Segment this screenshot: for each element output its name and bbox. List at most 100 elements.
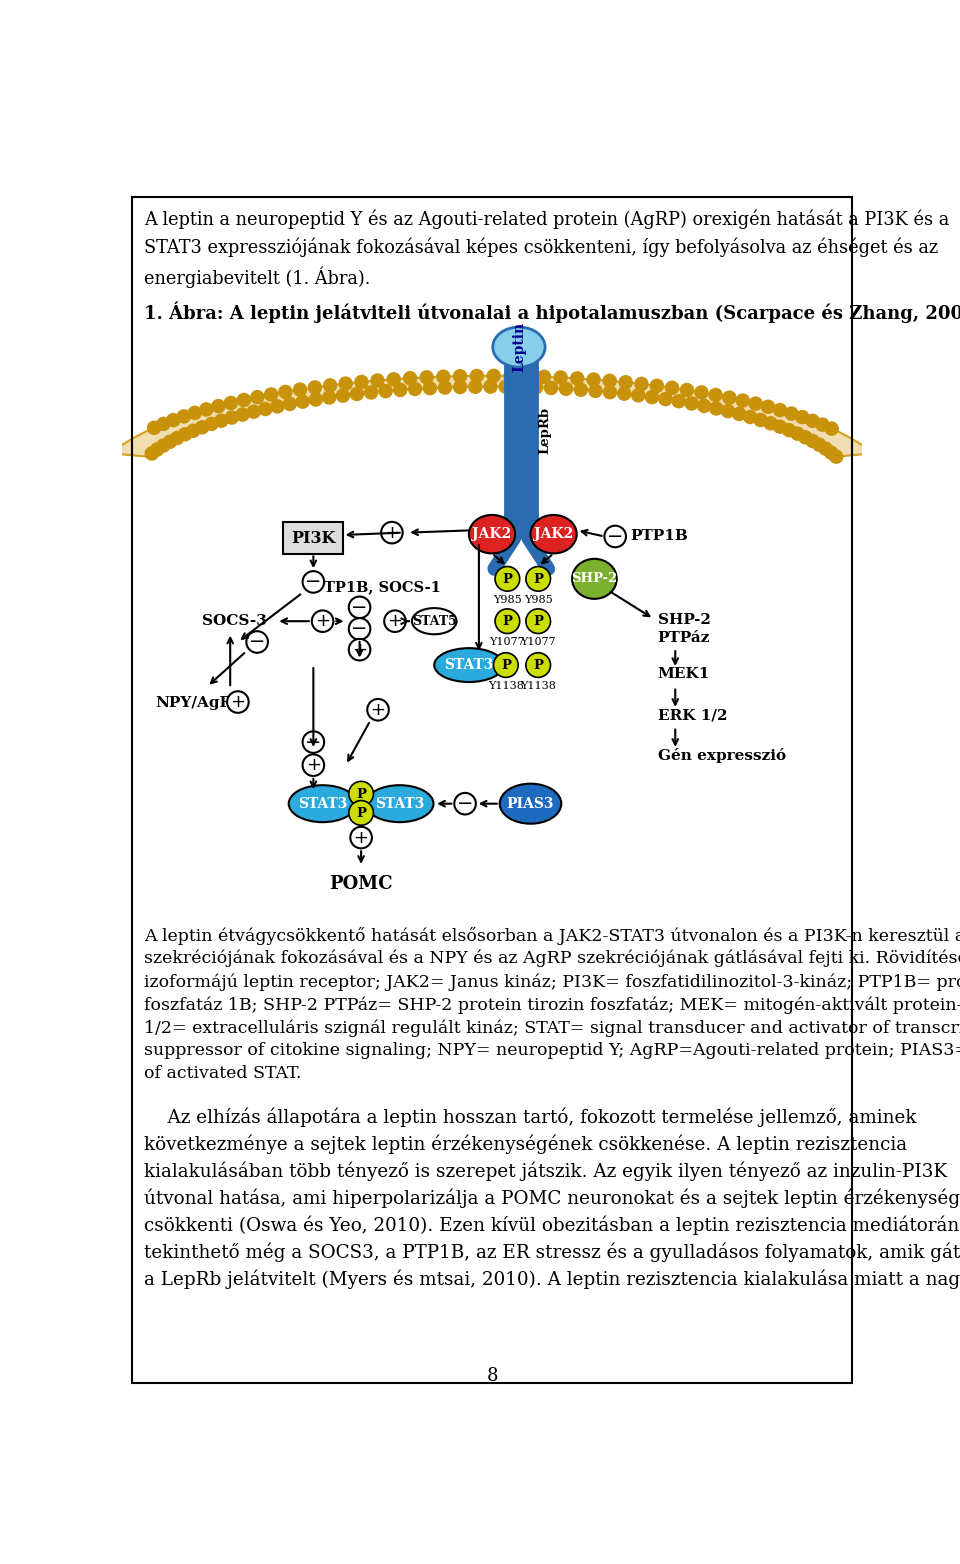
Circle shape	[520, 369, 534, 383]
Circle shape	[619, 375, 633, 389]
Circle shape	[665, 382, 679, 394]
Text: Y1138: Y1138	[488, 682, 524, 691]
Circle shape	[259, 402, 272, 416]
Text: +: +	[230, 693, 246, 712]
Circle shape	[188, 407, 202, 419]
Circle shape	[588, 385, 602, 397]
Circle shape	[368, 699, 389, 721]
Text: +: +	[315, 612, 330, 630]
Circle shape	[355, 375, 368, 388]
Text: A leptin a neuropeptid Y és az Agouti-related protein (AgRP) orexigén hatását a : A leptin a neuropeptid Y és az Agouti-re…	[144, 210, 949, 228]
Circle shape	[487, 369, 500, 383]
Text: P: P	[502, 616, 513, 629]
Circle shape	[698, 399, 710, 413]
Circle shape	[302, 571, 324, 593]
Circle shape	[336, 389, 349, 402]
Circle shape	[732, 408, 746, 421]
Circle shape	[813, 438, 826, 452]
Text: P: P	[533, 616, 543, 629]
Circle shape	[348, 782, 373, 805]
Circle shape	[302, 754, 324, 776]
Circle shape	[526, 608, 550, 633]
Circle shape	[806, 435, 819, 447]
Circle shape	[764, 416, 777, 430]
Text: P: P	[533, 660, 543, 673]
Circle shape	[774, 404, 786, 416]
Circle shape	[324, 378, 337, 393]
Ellipse shape	[492, 327, 545, 368]
Circle shape	[468, 380, 482, 393]
Text: ERK 1/2: ERK 1/2	[658, 708, 727, 723]
Circle shape	[723, 391, 736, 404]
Text: Y985: Y985	[524, 594, 553, 605]
Circle shape	[387, 372, 400, 386]
Circle shape	[632, 389, 645, 402]
Text: P: P	[533, 572, 543, 586]
Circle shape	[785, 407, 798, 421]
Text: SOCS-3: SOCS-3	[203, 615, 267, 629]
Circle shape	[617, 388, 631, 400]
Circle shape	[709, 402, 723, 414]
Circle shape	[265, 388, 277, 400]
Circle shape	[774, 421, 786, 433]
Circle shape	[196, 421, 208, 433]
Text: útvonal hatása, ami hiperpolarizálja a POMC neuronokat és a sejtek leptin érzéke: útvonal hatása, ami hiperpolarizálja a P…	[144, 1189, 960, 1207]
Circle shape	[225, 396, 237, 410]
Text: PIAS3: PIAS3	[507, 796, 554, 810]
Text: −: −	[351, 619, 368, 638]
Circle shape	[350, 388, 364, 400]
Circle shape	[799, 430, 812, 444]
Circle shape	[816, 418, 829, 432]
Text: +: +	[384, 524, 399, 541]
Text: kialakulásában több tényező is szerepet játszik. Az egyik ilyen tényező az inzul: kialakulásában több tényező is szerepet …	[144, 1162, 948, 1181]
Text: Leptin: Leptin	[512, 322, 526, 372]
Text: foszfatáz 1B; SHP-2 PTPáz= SHP-2 protein tirozin foszfatáz; MEK= mitogén-aktivál: foszfatáz 1B; SHP-2 PTPáz= SHP-2 protein…	[144, 996, 960, 1013]
Text: −: −	[351, 597, 368, 616]
Circle shape	[348, 640, 371, 660]
Circle shape	[145, 447, 158, 460]
Text: szekréciójának fokozásával és a NPY és az AgRP szekréciójának gátlásával fejti k: szekréciójának fokozásával és a NPY és a…	[144, 949, 960, 968]
Text: of activated STAT.: of activated STAT.	[144, 1065, 301, 1082]
Circle shape	[294, 383, 306, 396]
Circle shape	[167, 413, 180, 427]
Circle shape	[504, 369, 517, 383]
Circle shape	[695, 386, 708, 399]
Circle shape	[782, 424, 796, 436]
Circle shape	[308, 382, 322, 394]
Ellipse shape	[434, 647, 504, 682]
Text: SHP-2: SHP-2	[571, 572, 617, 585]
Circle shape	[605, 526, 626, 547]
Circle shape	[560, 382, 572, 396]
Circle shape	[754, 413, 767, 427]
Circle shape	[302, 732, 324, 752]
Text: Y1138: Y1138	[520, 682, 556, 691]
Text: P: P	[356, 788, 366, 801]
Text: P: P	[502, 572, 513, 586]
Text: következménye a sejtek leptin érzékenységének csökkenése. A leptin rezisztencia: következménye a sejtek leptin érzékenysé…	[144, 1135, 907, 1154]
Circle shape	[247, 405, 260, 418]
Circle shape	[530, 382, 542, 394]
Circle shape	[423, 382, 437, 394]
Circle shape	[156, 439, 170, 452]
Text: −: −	[305, 732, 322, 752]
Text: STAT3: STAT3	[444, 658, 493, 673]
Ellipse shape	[289, 785, 356, 823]
Circle shape	[454, 793, 476, 815]
Text: −: −	[457, 795, 473, 813]
Circle shape	[156, 418, 170, 430]
Circle shape	[604, 386, 616, 399]
Circle shape	[554, 371, 567, 385]
Text: 8: 8	[487, 1367, 497, 1384]
Text: PTP1B: PTP1B	[631, 529, 688, 543]
Text: suppressor of citokine signaling; NPY= neuropeptid Y; AgRP=Agouti-related protei: suppressor of citokine signaling; NPY= n…	[144, 1042, 960, 1059]
Text: STAT5: STAT5	[412, 615, 457, 627]
Text: +: +	[371, 701, 386, 719]
Circle shape	[151, 443, 164, 457]
Circle shape	[538, 371, 551, 383]
Ellipse shape	[500, 784, 562, 824]
Circle shape	[484, 380, 497, 393]
Circle shape	[761, 400, 775, 413]
Ellipse shape	[412, 608, 457, 635]
Circle shape	[371, 374, 384, 388]
Polygon shape	[111, 375, 873, 457]
